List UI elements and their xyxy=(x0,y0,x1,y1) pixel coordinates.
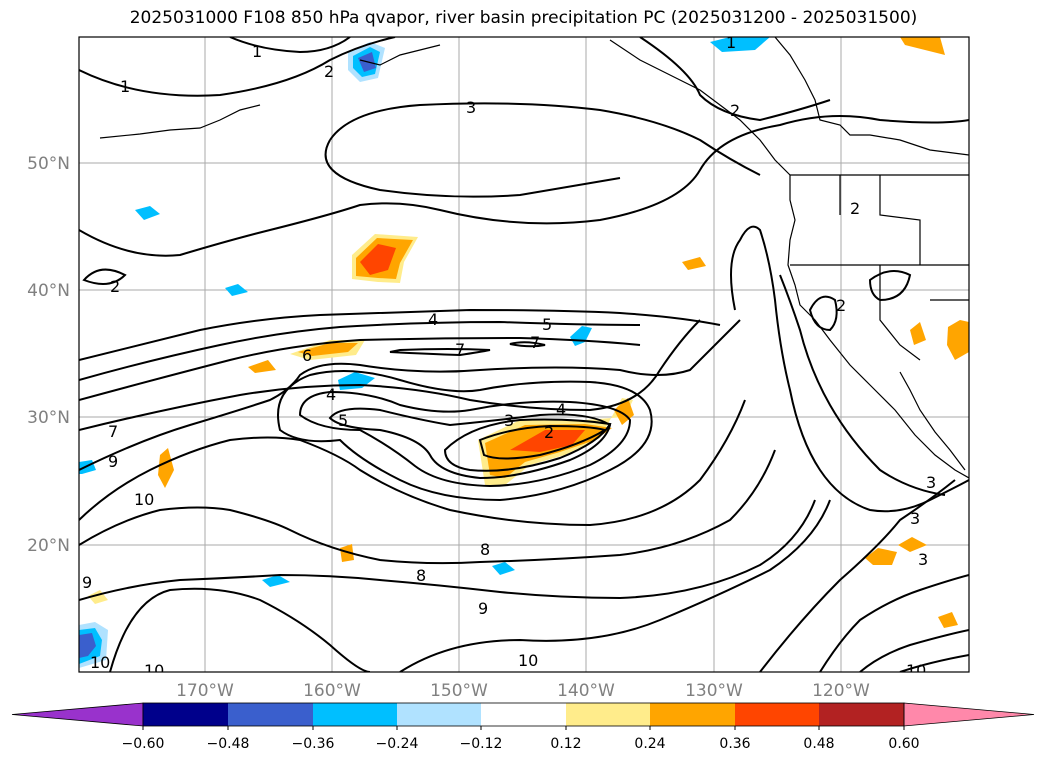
colorbar-segment xyxy=(566,703,650,726)
lon-label: 170°W xyxy=(176,681,234,700)
colorbar-extend-high xyxy=(903,702,1035,727)
lat-label: 40°N xyxy=(27,281,70,301)
colorbar-segment xyxy=(650,703,735,726)
contour-label: 1 xyxy=(252,42,262,61)
colorbar-segment xyxy=(735,703,819,726)
colorbar-extend-low xyxy=(11,702,144,727)
contour-label: 3 xyxy=(910,509,920,528)
contour-label: 8 xyxy=(480,540,490,559)
contour-label: 1 xyxy=(120,77,130,96)
contour-label: 4 xyxy=(556,400,566,419)
colorbar-segment xyxy=(228,703,313,726)
contour-label: 4 xyxy=(428,310,438,329)
contour-label: 9 xyxy=(478,599,488,618)
contour-label: 2 xyxy=(324,62,334,81)
contour-label: 10 xyxy=(134,490,154,509)
colorbar-segment xyxy=(397,703,481,726)
contour-label: 10 xyxy=(90,653,110,672)
contour-label: 3 xyxy=(926,473,936,492)
contour-labels: 1 1 2 2 3 1 2 2 2 4 5 6 7 7 4 5 3 4 2 7 … xyxy=(82,33,936,680)
lon-label: 140°W xyxy=(557,681,615,700)
colorbar-tick-label: 0.12 xyxy=(550,736,581,752)
land-outlines xyxy=(99,37,969,479)
colorbar-tick-label: 0.36 xyxy=(719,736,750,752)
colorbar-tick-label: −0.24 xyxy=(376,736,419,752)
colorbar-segment xyxy=(143,703,228,726)
contour-label: 2 xyxy=(544,423,554,442)
map-panel: 1 1 2 2 3 1 2 2 2 4 5 6 7 7 4 5 3 4 2 7 … xyxy=(27,33,970,700)
contour-label: 9 xyxy=(108,452,118,471)
contour-label: 2 xyxy=(850,199,860,218)
colorbar-tick-label: −0.36 xyxy=(292,736,335,752)
lat-label: 30°N xyxy=(27,408,70,428)
contour-label: 2 xyxy=(836,296,846,315)
contour-label: 4 xyxy=(326,385,336,404)
contour-label: 10 xyxy=(906,661,926,680)
colorbar-tick-label: −0.48 xyxy=(207,736,250,752)
colorbar-tick-label: 0.48 xyxy=(803,736,834,752)
colorbar-tick-label: −0.60 xyxy=(122,736,165,752)
colorbar-segment xyxy=(819,703,904,726)
colorbar-tick-label: 0.24 xyxy=(634,736,665,752)
lon-label: 130°W xyxy=(685,681,743,700)
lat-label: 50°N xyxy=(27,154,70,174)
contour-label: 10 xyxy=(518,651,538,670)
colorbar-outline xyxy=(142,702,905,727)
contour-label: 9 xyxy=(82,573,92,592)
colorbar-segment xyxy=(481,703,566,726)
latitude-labels: 50°N 40°N 30°N 20°N xyxy=(27,154,70,556)
lon-label: 120°W xyxy=(812,681,870,700)
contour-label: 6 xyxy=(302,346,312,365)
map-frame xyxy=(78,36,970,673)
lon-label: 150°W xyxy=(430,681,488,700)
contour-label: 2 xyxy=(110,277,120,296)
colorbar-tick-label: −0.12 xyxy=(460,736,503,752)
colorbar-tick-label: 0.60 xyxy=(888,736,919,752)
contour-label: 5 xyxy=(338,411,348,430)
map-title: 2025031000 F108 850 hPa qvapor, river ba… xyxy=(129,8,918,28)
contour-label: 10 xyxy=(144,661,164,680)
contour-label: 7 xyxy=(108,422,118,441)
contour-label: 3 xyxy=(466,98,476,117)
contour-label: 1 xyxy=(726,33,736,52)
contour-label: 8 xyxy=(416,566,426,585)
colorbar-segment xyxy=(313,703,397,726)
lon-label: 160°W xyxy=(303,681,361,700)
longitude-labels: 170°W 160°W 150°W 140°W 130°W 120°W xyxy=(176,681,870,700)
contour-label: 7 xyxy=(455,340,465,359)
qvapor-contours xyxy=(79,37,969,672)
contour-label: 3 xyxy=(918,550,928,569)
contour-label: 7 xyxy=(530,333,540,352)
lat-label: 20°N xyxy=(27,536,70,556)
contour-label: 5 xyxy=(542,315,552,334)
contour-label: 2 xyxy=(730,101,740,120)
map-background xyxy=(79,37,969,672)
contour-label: 3 xyxy=(504,411,514,430)
